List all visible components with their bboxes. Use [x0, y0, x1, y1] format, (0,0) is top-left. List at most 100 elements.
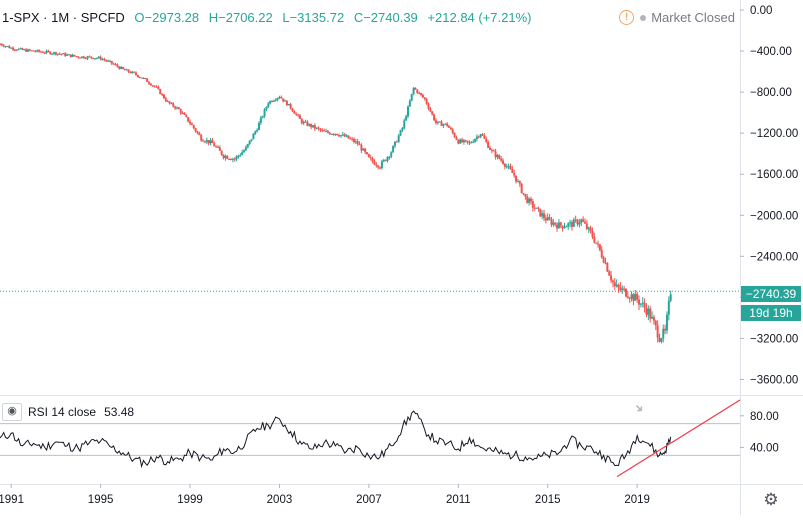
candle-body — [170, 103, 173, 105]
candle-body — [608, 271, 611, 276]
candle-body — [380, 161, 383, 169]
candle-body — [418, 92, 421, 94]
time-tick-label: 1999 — [177, 494, 203, 506]
candle-body — [289, 103, 292, 109]
candle-body — [99, 56, 102, 60]
countdown-tag: 19d 19h — [741, 305, 801, 321]
candle-body — [455, 137, 458, 140]
rsi-line — [0, 410, 672, 469]
status-dot-icon — [640, 14, 647, 21]
candle-body — [151, 85, 154, 87]
candle-body — [8, 46, 11, 49]
price-tick-label: −1200.00 — [750, 128, 798, 140]
candle-body — [131, 71, 134, 74]
candle-body — [604, 262, 607, 264]
candle-body — [121, 66, 124, 69]
symbol-label[interactable]: 1-SPX · 1M · SPCFD — [2, 10, 125, 25]
candle-body — [598, 244, 601, 251]
candle-body — [358, 143, 361, 146]
candle-body — [148, 82, 151, 84]
warning-icon[interactable]: ! — [619, 10, 635, 25]
rsi-legend: ◉ RSI 14 close 53.48 — [2, 403, 134, 421]
candle-body — [567, 223, 570, 227]
candle-body — [222, 154, 225, 158]
candle-body — [375, 164, 378, 166]
candle-body — [248, 140, 251, 145]
candle-body — [591, 231, 594, 237]
candle-body — [589, 227, 592, 232]
candle-body — [341, 134, 344, 136]
price-tick-label: −2400.00 — [750, 251, 798, 263]
candle-body — [351, 138, 354, 140]
candle-body — [252, 133, 255, 140]
candle-body — [496, 155, 499, 158]
candle-body — [28, 49, 31, 51]
candle-body — [572, 219, 575, 227]
candle-body — [611, 280, 614, 283]
candle-body — [162, 94, 165, 99]
candle-body — [64, 53, 67, 56]
candle-body — [153, 85, 156, 87]
candle-body — [183, 113, 186, 115]
candle-body — [366, 152, 369, 155]
candle-body — [461, 139, 464, 143]
rsi-tick-label: 80.00 — [750, 411, 779, 423]
candle-body — [349, 138, 352, 140]
candle-body — [110, 61, 113, 64]
candle-body — [665, 314, 668, 331]
candle-body — [267, 103, 270, 107]
candle-body — [600, 250, 603, 258]
candle-body — [291, 108, 294, 112]
candle-body — [233, 158, 236, 160]
candle-body — [585, 223, 588, 229]
candle-body — [323, 130, 326, 132]
candle-body — [125, 69, 128, 71]
candle-body — [541, 213, 544, 217]
candle-body — [254, 131, 257, 134]
candle-body — [311, 125, 314, 128]
rsi-trendline[interactable] — [616, 399, 741, 478]
candle-body — [444, 123, 447, 125]
candle-body — [483, 135, 486, 139]
candle-body — [304, 121, 307, 123]
candle-body — [630, 294, 633, 299]
eye-icon[interactable]: ◉ — [2, 403, 22, 421]
candle-body — [39, 51, 42, 53]
candle-body — [531, 201, 534, 208]
candle-body — [82, 56, 85, 59]
candle-body — [328, 132, 331, 135]
candle-body — [421, 94, 424, 98]
candle-body — [459, 139, 462, 144]
candle-body — [332, 133, 335, 135]
candle-body — [67, 54, 70, 56]
candle-body — [520, 183, 523, 193]
candle-body — [516, 181, 519, 183]
candle-body — [503, 163, 506, 167]
candle-body — [79, 57, 82, 59]
time-tick-label: 2015 — [535, 494, 561, 506]
candle-body — [209, 140, 212, 144]
candle-body — [231, 158, 234, 160]
rsi-value: 53.48 — [104, 405, 135, 419]
candle-body — [449, 127, 452, 130]
candle-body — [474, 138, 477, 142]
candle-body — [17, 48, 20, 50]
rsi-name[interactable]: RSI — [28, 405, 49, 419]
candle-body — [302, 121, 305, 124]
candle-body — [43, 52, 46, 54]
candle-body — [287, 103, 290, 106]
price-tick-label: −1600.00 — [750, 169, 798, 181]
candle-body — [177, 107, 180, 110]
candle-body — [345, 135, 348, 137]
arrow-annotation-icon — [635, 404, 643, 412]
gear-icon[interactable]: ⚙ — [763, 490, 779, 509]
candle-body — [509, 166, 512, 170]
candle-body — [515, 175, 518, 182]
candle-body — [563, 226, 566, 229]
candle-body — [505, 166, 508, 168]
candle-body — [202, 140, 205, 142]
candle-body — [0, 43, 1, 45]
candle-body — [207, 140, 210, 144]
